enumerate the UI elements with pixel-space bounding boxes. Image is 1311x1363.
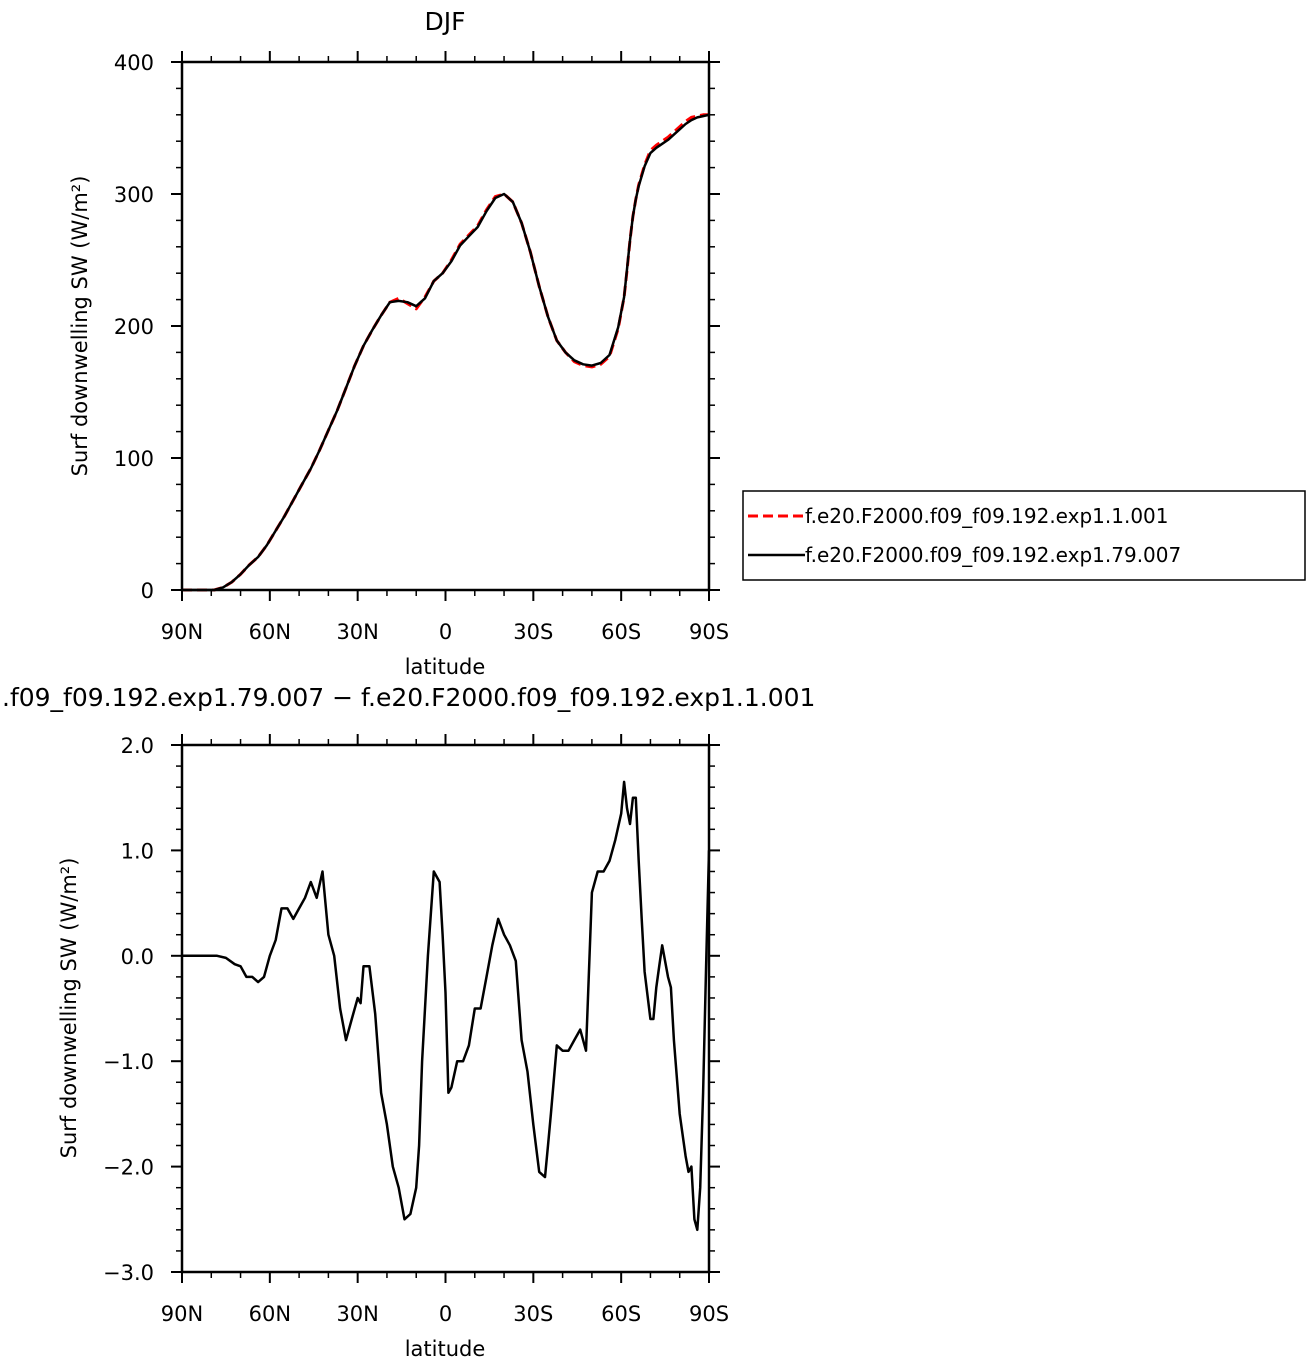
top-x-tick-label: 0 bbox=[439, 620, 452, 644]
bottom-panel: .f09_f09.192.exp1.79.007 − f.e20.F2000.f… bbox=[2, 683, 815, 1361]
bottom-y-tick-label: 2.0 bbox=[121, 734, 154, 758]
bottom-x-tick-label: 60S bbox=[601, 1302, 641, 1326]
top-x-tick-label: 30S bbox=[513, 620, 553, 644]
bottom-x-tick-label: 30N bbox=[336, 1302, 378, 1326]
top-chart-title: DJF bbox=[424, 7, 465, 36]
top-x-tick-label: 90N bbox=[161, 620, 203, 644]
bottom-x-tick-label: 90N bbox=[161, 1302, 203, 1326]
top-panel: DJF 90N 60N 30N 0 30S 60S 90S 0 100 200 300 400 lat… bbox=[68, 7, 1306, 679]
top-y-axis-label: Surf downwelling SW (W/m²) bbox=[68, 176, 92, 477]
top-plot-area bbox=[182, 113, 710, 592]
bottom-plot-area bbox=[182, 780, 711, 1232]
bottom-y-tick-label: 1.0 bbox=[121, 839, 154, 863]
top-x-tick-label: 60S bbox=[601, 620, 641, 644]
bottom-chart-title: .f09_f09.192.exp1.79.007 − f.e20.F2000.f… bbox=[2, 683, 815, 712]
bottom-y-tick-label: −2.0 bbox=[103, 1156, 154, 1180]
bottom-x-axis-label: latitude bbox=[405, 1337, 486, 1361]
bottom-x-tick-label: 0 bbox=[439, 1302, 452, 1326]
bottom-x-tick-label: 60N bbox=[249, 1302, 291, 1326]
top-x-tick-label: 30N bbox=[336, 620, 378, 644]
top-x-tick-label: 90S bbox=[689, 620, 729, 644]
legend: f.e20.F2000.f09_f09.192.exp1.1.001 f.e20… bbox=[742, 490, 1306, 581]
top-series-line-2 bbox=[182, 113, 710, 592]
bottom-y-tick-label: −1.0 bbox=[103, 1050, 154, 1074]
legend-label-series-1: f.e20.F2000.f09_f09.192.exp1.1.001 bbox=[805, 504, 1169, 528]
top-y-tick-label: 100 bbox=[114, 447, 154, 471]
legend-label-series-2: f.e20.F2000.f09_f09.192.exp1.79.007 bbox=[805, 543, 1181, 567]
top-x-axis-label: latitude bbox=[405, 655, 486, 679]
legend-box bbox=[742, 490, 1306, 581]
top-x-tick-label: 60N bbox=[249, 620, 291, 644]
top-y-tick-label: 300 bbox=[114, 183, 154, 207]
bottom-y-tick-label: −3.0 bbox=[103, 1261, 154, 1285]
bottom-x-tick-label: 90S bbox=[689, 1302, 729, 1326]
top-y-tick-label: 0 bbox=[141, 579, 154, 603]
top-y-tick-label: 400 bbox=[114, 51, 154, 75]
bottom-y-axis-label: Surf downwelling SW (W/m²) bbox=[57, 858, 81, 1159]
top-axis-ticks: 90N 60N 30N 0 30S 60S 90S 0 100 200 300 400 bbox=[114, 51, 729, 644]
bottom-y-tick-label: 0.0 bbox=[121, 945, 154, 969]
bottom-axis-ticks: 90N 60N 30N 0 30S 60S 90S −3.0 −2.0 −1.0 0.0 1.0 2.0 bbox=[103, 734, 729, 1326]
bottom-x-tick-label: 30S bbox=[513, 1302, 553, 1326]
bottom-series-line-1 bbox=[182, 780, 711, 1232]
top-y-tick-label: 200 bbox=[114, 315, 154, 339]
